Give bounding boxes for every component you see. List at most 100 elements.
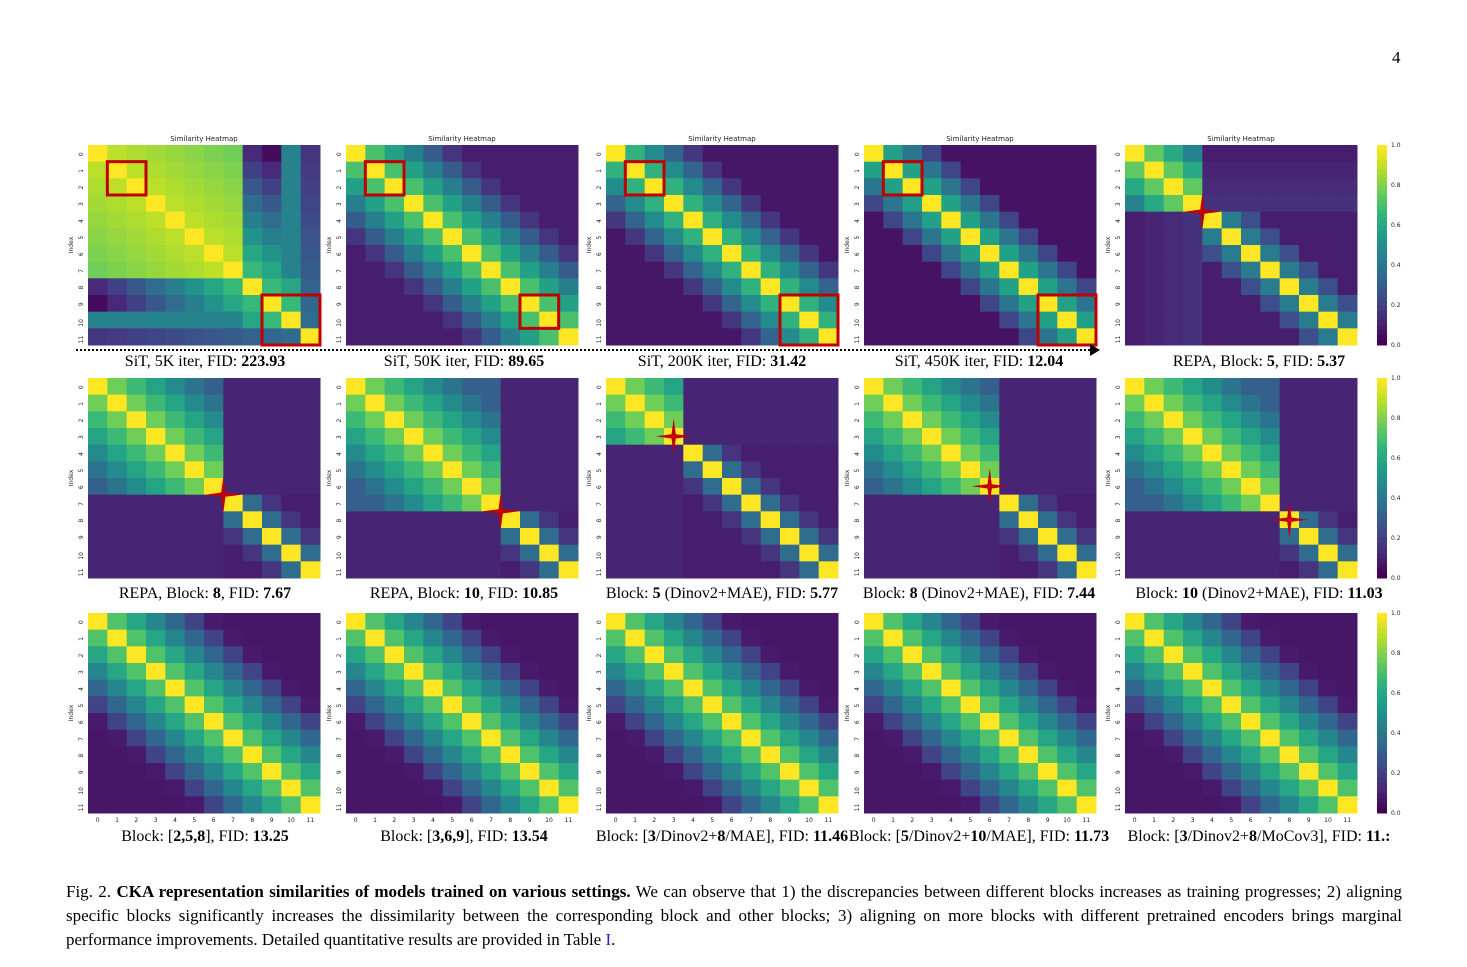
heatmap-cell bbox=[1144, 713, 1165, 731]
heatmap-cell bbox=[442, 544, 463, 562]
heatmap-cell bbox=[1260, 729, 1281, 747]
heatmap-cell bbox=[442, 245, 463, 263]
heatmap-cell bbox=[223, 211, 244, 229]
heatmap-cell bbox=[960, 295, 981, 313]
heatmap-cell bbox=[88, 729, 108, 747]
heatmap-cell bbox=[520, 461, 540, 479]
heatmap-cell bbox=[146, 428, 166, 446]
heatmap-cell bbox=[126, 295, 147, 313]
heatmap-cell bbox=[539, 528, 560, 546]
y-tick-label: 11 bbox=[78, 568, 85, 576]
heatmap-cell bbox=[242, 444, 263, 462]
heatmap-cell bbox=[883, 195, 904, 213]
heatmap-cell bbox=[644, 245, 665, 263]
heatmap-cell bbox=[1144, 161, 1165, 179]
heatmap-cell bbox=[242, 161, 263, 179]
heatmap-cell bbox=[404, 528, 424, 546]
heatmap-cell bbox=[88, 561, 108, 579]
heatmap-cell bbox=[1038, 746, 1058, 764]
heatmap-cell bbox=[1299, 378, 1319, 396]
colorbar-segment bbox=[1377, 758, 1387, 764]
heatmap-cell bbox=[184, 494, 205, 512]
heatmap-cell bbox=[799, 261, 820, 279]
y-tick-label: 5 bbox=[78, 468, 85, 472]
heatmap-cell bbox=[818, 145, 839, 163]
heatmap-cell bbox=[683, 779, 704, 797]
heatmap-cell bbox=[146, 729, 166, 747]
heatmap-cell bbox=[864, 544, 884, 562]
heatmap-cell bbox=[864, 763, 884, 781]
x-tick-label: 9 bbox=[1307, 817, 1311, 824]
heatmap-cell bbox=[902, 411, 923, 429]
heatmap-cell bbox=[818, 646, 839, 664]
heatmap-cell bbox=[941, 696, 962, 714]
heatmap-cell bbox=[346, 461, 366, 479]
y-tick-label: 9 bbox=[854, 535, 861, 539]
heatmap-cell bbox=[1260, 411, 1281, 429]
heatmap-cell bbox=[625, 544, 646, 562]
heatmap-cell bbox=[1038, 178, 1058, 196]
heatmap-cell bbox=[423, 278, 444, 296]
y-tick-label: 1 bbox=[78, 637, 85, 641]
heatmap-cell bbox=[165, 746, 186, 764]
heatmap-cell bbox=[864, 679, 884, 697]
heatmap-cell bbox=[1076, 763, 1097, 781]
heatmap-cell bbox=[1038, 195, 1058, 213]
heatmap-cell bbox=[1299, 145, 1319, 163]
heatmap-cell bbox=[462, 646, 482, 664]
heatmap-cell bbox=[423, 663, 444, 681]
heatmap-cell bbox=[281, 211, 302, 229]
heatmap-cell bbox=[365, 613, 386, 631]
heatmap-cell bbox=[1279, 328, 1300, 346]
colorbar-segment bbox=[1377, 453, 1387, 459]
heatmap-cell bbox=[864, 461, 884, 479]
heatmap-cell bbox=[1279, 713, 1300, 731]
heatmap-cell bbox=[146, 528, 166, 546]
heatmap-cell bbox=[818, 679, 839, 697]
caption-text: /Dinov2+ bbox=[908, 828, 971, 845]
heatmap-cell bbox=[1202, 613, 1223, 631]
heatmap-cell bbox=[1279, 444, 1300, 462]
y-tick-label: 11 bbox=[854, 335, 861, 343]
heatmap-cell bbox=[741, 613, 762, 631]
heatmap-cell bbox=[741, 178, 762, 196]
heatmap-cell bbox=[126, 195, 147, 213]
caption-value: 10.85 bbox=[522, 585, 559, 602]
heatmap-cell bbox=[960, 378, 981, 396]
heatmap-cell bbox=[204, 245, 224, 263]
heatmap-cell bbox=[1038, 444, 1058, 462]
colorbar-segment bbox=[1377, 463, 1387, 469]
heatmap-cell bbox=[1260, 295, 1281, 313]
heatmap-cell bbox=[520, 679, 540, 697]
heatmap-cell bbox=[1279, 261, 1300, 279]
y-tick-label: 9 bbox=[336, 302, 343, 306]
heatmap-cell bbox=[799, 663, 820, 681]
heatmap-cell bbox=[204, 145, 224, 163]
heatmap-cell bbox=[1183, 378, 1203, 396]
heatmap-cell bbox=[204, 311, 224, 329]
table-reference-link[interactable]: I bbox=[605, 930, 612, 949]
heatmap-cell bbox=[300, 511, 321, 529]
heatmap-cell bbox=[558, 428, 579, 446]
colorbar-tick-label: 0.0 bbox=[1391, 810, 1401, 817]
heatmap-cell bbox=[722, 145, 742, 163]
heatmap-cell bbox=[864, 613, 884, 631]
colorbar-segment bbox=[1377, 558, 1387, 564]
heatmap-cell bbox=[702, 328, 723, 346]
heatmap-cell bbox=[300, 378, 321, 396]
heatmap-cell bbox=[1299, 746, 1319, 764]
heatmap-cell bbox=[625, 311, 646, 329]
heatmap-cell bbox=[300, 478, 321, 496]
x-tick-label: 0 bbox=[614, 817, 618, 824]
figure-caption: Fig. 2. CKA representation similarities … bbox=[66, 880, 1402, 952]
heatmap-cell bbox=[346, 228, 366, 246]
heatmap-cell bbox=[1337, 328, 1358, 346]
heatmap-cell bbox=[1202, 511, 1223, 529]
heatmap-cell bbox=[941, 178, 962, 196]
heatmap-cell bbox=[481, 478, 502, 496]
y-tick-label: 5 bbox=[78, 235, 85, 239]
caption-value: 11.: bbox=[1365, 828, 1391, 845]
heatmap-cell bbox=[864, 145, 884, 163]
y-tick-label: 9 bbox=[596, 770, 603, 774]
heatmap-cell bbox=[107, 796, 128, 814]
